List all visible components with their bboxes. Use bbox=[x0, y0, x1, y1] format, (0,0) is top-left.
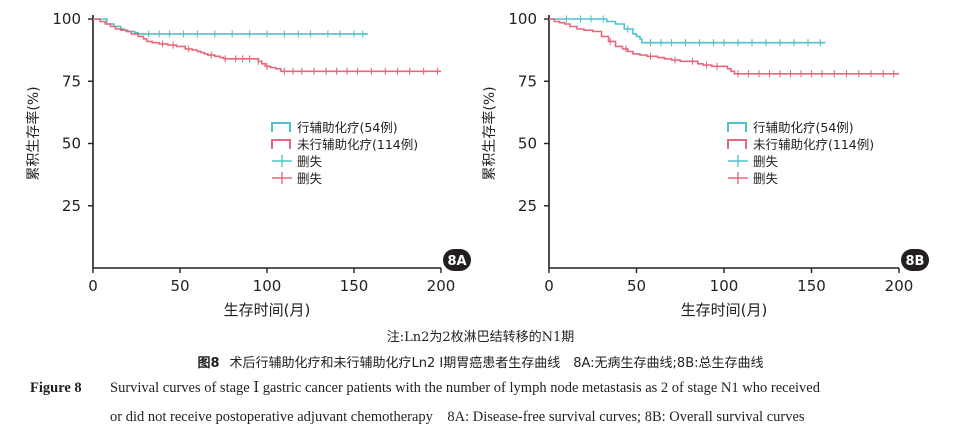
legend-label: 未行辅助化疗(114例) bbox=[297, 137, 418, 152]
x-tick-label: 50 bbox=[627, 277, 646, 295]
figure-caption-en-line1: Figure 8 Survival curves of stage Ⅰ gastr… bbox=[30, 380, 820, 397]
chart-panel-8B: 25 50 75 100 0 50 100 150 200 生存时间(月) 累积生存率(%) 行辅助化… bbox=[481, 10, 929, 319]
legend-label: 删失 bbox=[753, 154, 779, 169]
x-tick-label: 50 bbox=[170, 277, 189, 295]
x-tick-label: 0 bbox=[544, 277, 554, 295]
legend-step-icon bbox=[271, 122, 291, 132]
y-tick-label: 100 bbox=[508, 10, 537, 28]
legend-step-icon bbox=[271, 139, 291, 149]
survival-curve-1 bbox=[93, 18, 368, 35]
y-tick-label: 100 bbox=[52, 10, 81, 28]
figure-text-zh: 术后行辅助化疗和未行辅助化疗Ln2 Ⅰ期胃癌患者生存曲线 8A:无病生存曲线;8… bbox=[229, 356, 764, 371]
chart-panel-8A: 25 50 75 100 0 50 100 150 200 生存时间(月) 累积生存率(%) 行辅助化… bbox=[25, 10, 471, 319]
y-tick-label: 50 bbox=[62, 135, 81, 153]
x-tick-label: 150 bbox=[340, 277, 369, 295]
charts-canvas: 25 50 75 100 0 50 100 150 200 生存时间(月) 累积生存率(%) 行辅助化… bbox=[25, 10, 929, 319]
survival-curve-2 bbox=[93, 18, 441, 73]
x-tick-label: 100 bbox=[710, 277, 739, 295]
y-tick-label: 50 bbox=[518, 135, 537, 153]
x-tick-label: 200 bbox=[427, 277, 456, 295]
x-axis-label: 生存时间(月) bbox=[224, 301, 311, 319]
x-tick-label: 200 bbox=[885, 277, 914, 295]
figure-label-zh: 图8 bbox=[197, 356, 220, 371]
panel-label: 8B bbox=[906, 254, 925, 269]
figure-caption-en-line2: or did not receive postoperative adjuvan… bbox=[110, 409, 805, 425]
y-tick-label: 25 bbox=[518, 197, 537, 215]
figure-note: 注:Ln2为2枚淋巴结转移的N1期 bbox=[386, 330, 575, 345]
legend-label: 未行辅助化疗(114例) bbox=[753, 137, 874, 152]
survival-curve-2 bbox=[549, 18, 899, 75]
panel-label: 8A bbox=[447, 254, 466, 269]
x-axis-label: 生存时间(月) bbox=[681, 301, 768, 319]
y-tick-label: 25 bbox=[62, 197, 81, 215]
x-tick-label: 100 bbox=[253, 277, 282, 295]
x-tick-label: 150 bbox=[797, 277, 826, 295]
y-tick-label: 75 bbox=[62, 72, 81, 90]
y-tick-label: 75 bbox=[518, 72, 537, 90]
legend-label: 行辅助化疗(54例) bbox=[297, 120, 398, 135]
figure-text-en-1: Survival curves of stage Ⅰ gastric cance… bbox=[110, 380, 820, 396]
x-tick-label: 0 bbox=[88, 277, 98, 295]
panel-badge bbox=[901, 249, 929, 271]
figure-caption-zh: 图8 术后行辅助化疗和未行辅助化疗Ln2 Ⅰ期胃癌患者生存曲线 8A:无病生存曲线… bbox=[0, 352, 961, 371]
legend-label: 删失 bbox=[297, 171, 323, 186]
legend-step-icon bbox=[727, 139, 747, 149]
panel-badge bbox=[443, 249, 471, 271]
y-axis-label: 累积生存率(%) bbox=[481, 86, 498, 180]
survival-curve-1 bbox=[549, 18, 826, 44]
legend-step-icon bbox=[727, 122, 747, 132]
legend-label: 行辅助化疗(54例) bbox=[753, 120, 854, 135]
y-axis-label: 累积生存率(%) bbox=[25, 86, 42, 180]
figure-label-en: Figure 8 bbox=[30, 380, 82, 396]
legend-label: 删失 bbox=[297, 154, 323, 169]
legend-label: 删失 bbox=[753, 171, 779, 186]
